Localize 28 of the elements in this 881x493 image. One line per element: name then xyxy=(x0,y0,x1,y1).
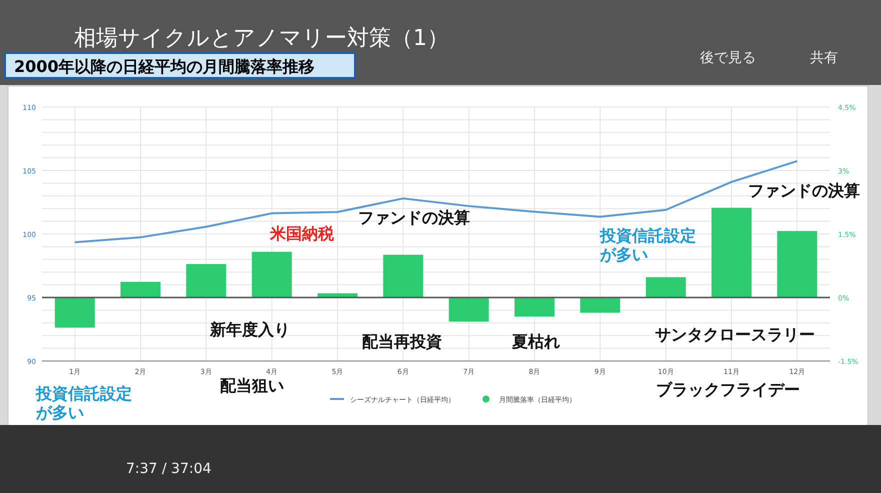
annotation: ファンドの決算 xyxy=(358,208,471,228)
text: 共有 xyxy=(810,50,839,67)
annotation: ファンドの決算 xyxy=(748,181,861,200)
annotation: 新年度入り xyxy=(210,320,291,340)
text: ブラックフライデー xyxy=(656,380,801,400)
bar xyxy=(54,298,95,328)
bar xyxy=(777,231,818,298)
text: 配当狙い xyxy=(220,376,285,396)
bar xyxy=(448,298,489,322)
bar xyxy=(514,298,554,317)
chart-subtitle: 2000年以降の日経平均の月間騰落率推移 xyxy=(14,57,315,76)
text: 投資信託設定が多い xyxy=(36,384,133,422)
text: 後で見る xyxy=(700,50,757,67)
bar xyxy=(252,252,292,298)
line-series xyxy=(74,160,798,244)
bar xyxy=(580,298,620,313)
annotation: サンタクロースラリー xyxy=(655,325,816,344)
text: 7:37 / 37:04 xyxy=(126,461,212,478)
bar xyxy=(120,282,160,298)
bar xyxy=(186,264,226,298)
chart-title: 相場サイクルとアノマリー対策（1） xyxy=(74,26,449,51)
bar xyxy=(646,277,686,298)
annotation: 配当再投資 xyxy=(362,332,443,352)
bar xyxy=(712,208,752,298)
bar xyxy=(383,254,424,298)
annotation: 夏枯れ xyxy=(512,332,561,352)
annotation: 投資信託設定が多い xyxy=(600,226,697,264)
annotation: 米国納税 xyxy=(270,224,334,243)
